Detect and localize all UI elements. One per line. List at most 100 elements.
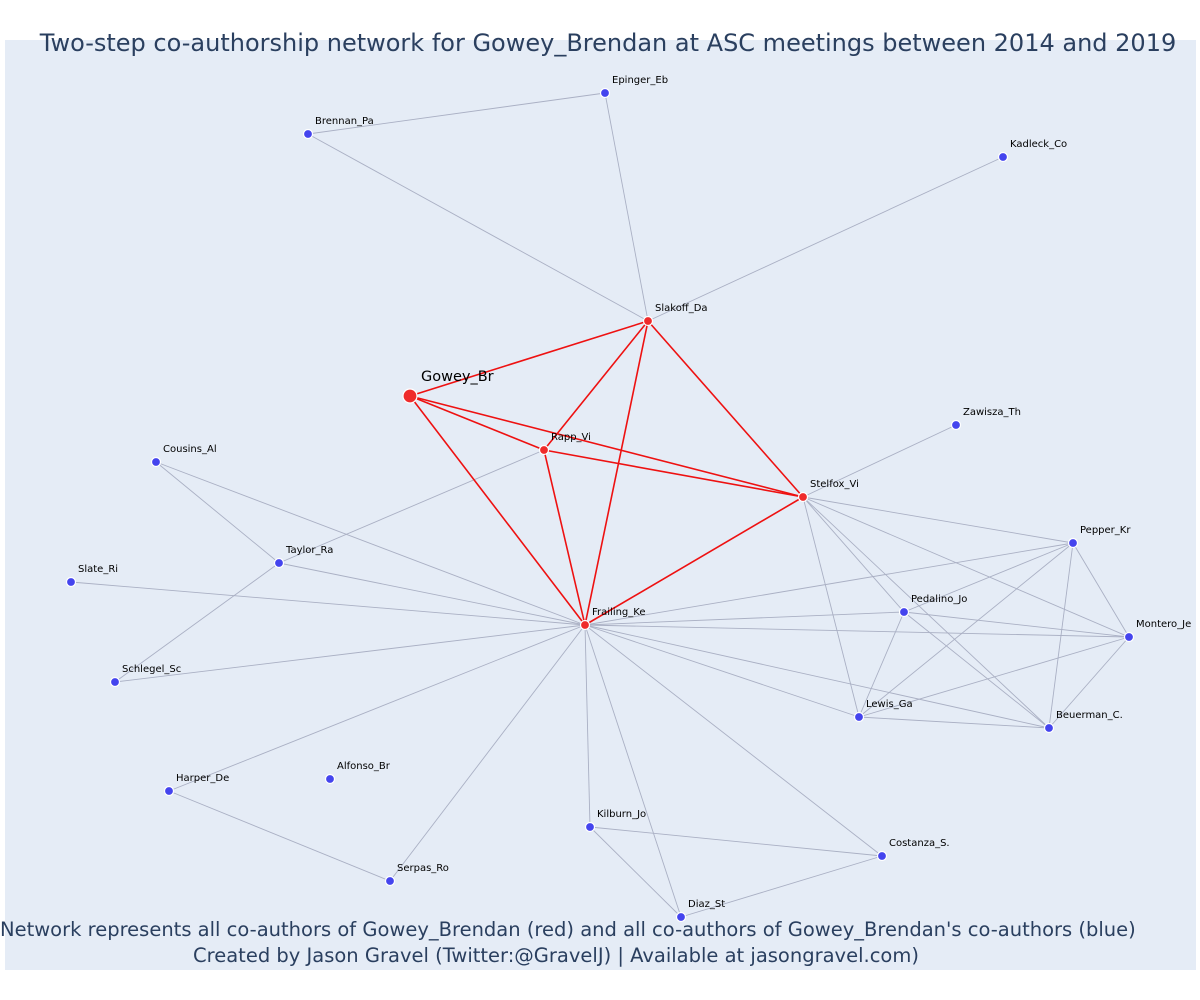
edge-slakoff-da-brennan-pa	[307, 133, 649, 322]
edge-slakoff-da-kadleck-co	[647, 156, 1004, 322]
node-kilburn-jo[interactable]	[584, 821, 596, 833]
edge-frailing-ke-kilburn-jo	[584, 624, 591, 828]
node-label-slakoff-da: Slakoff_Da	[655, 303, 708, 314]
edge-slakoff-da-epinger-eb	[604, 92, 649, 322]
node-epinger-eb[interactable]	[599, 87, 611, 99]
node-slate-ri[interactable]	[65, 576, 77, 588]
edge-stelfox-vi-lewis-ga	[802, 496, 860, 718]
edge-gowey-br-rapp-vi	[409, 395, 545, 451]
second-step-edges	[70, 92, 1130, 918]
node-costanza-s[interactable]	[876, 850, 888, 862]
edge-pedalino-jo-beuerman-c	[903, 611, 1050, 729]
node-montero-je[interactable]	[1123, 631, 1135, 643]
edge-kilburn-jo-costanza-s	[589, 826, 883, 857]
node-diaz-st[interactable]	[675, 911, 687, 923]
figure-title: Two-step co-authorship network for Gowey…	[39, 29, 1177, 57]
edge-stelfox-vi-montero-je	[802, 496, 1130, 638]
edge-frailing-ke-costanza-s	[584, 624, 883, 857]
node-zawisza-th[interactable]	[950, 419, 962, 431]
edge-montero-je-beuerman-c	[1048, 636, 1130, 729]
network-nodes	[65, 87, 1135, 923]
node-label-harper-de: Harper_De	[176, 773, 229, 784]
edge-stelfox-vi-pepper-kr	[802, 496, 1074, 544]
node-label-schlegel-sc: Schlegel_Sc	[122, 664, 181, 675]
node-label-stelfox-vi: Stelfox_Vi	[810, 479, 859, 490]
footer-legend-note: Network represents all co-authors of Gow…	[0, 918, 1136, 941]
edge-frailing-ke-montero-je	[584, 624, 1130, 638]
edge-slakoff-da-frailing-ke	[584, 320, 649, 626]
node-pedalino-jo[interactable]	[898, 606, 910, 618]
node-label-diaz-st: Diaz_St	[688, 899, 725, 910]
node-label-montero-je: Montero_Je	[1136, 619, 1191, 630]
edge-gowey-br-slakoff-da	[409, 320, 649, 397]
node-label-gowey-br: Gowey_Br	[421, 369, 494, 385]
edge-pepper-kr-pedalino-jo	[903, 542, 1074, 613]
node-label-kadleck-co: Kadleck_Co	[1010, 139, 1067, 150]
edge-gowey-br-stelfox-vi	[409, 395, 804, 498]
edge-frailing-ke-slate-ri	[70, 581, 586, 626]
edge-rapp-vi-stelfox-vi	[543, 449, 804, 498]
edge-frailing-ke-lewis-ga	[584, 624, 860, 718]
node-pepper-kr[interactable]	[1067, 537, 1079, 549]
coauthor-edges	[409, 320, 804, 626]
node-label-serpas-ro: Serpas_Ro	[397, 863, 449, 874]
node-cousins-al[interactable]	[150, 456, 162, 468]
edge-frailing-ke-pedalino-jo	[584, 611, 905, 626]
edge-stelfox-vi-frailing-ke	[584, 496, 804, 626]
edge-rapp-vi-taylor-ra	[278, 449, 545, 564]
edge-pepper-kr-montero-je	[1072, 542, 1130, 638]
node-label-lewis-ga: Lewis_Ga	[866, 699, 913, 710]
node-lewis-ga[interactable]	[853, 711, 865, 723]
node-label-epinger-eb: Epinger_Eb	[612, 75, 668, 86]
node-brennan-pa[interactable]	[302, 128, 314, 140]
node-label-taylor-ra: Taylor_Ra	[285, 545, 333, 556]
node-schlegel-sc[interactable]	[109, 676, 121, 688]
plot-area	[5, 40, 1196, 970]
edge-stelfox-vi-pedalino-jo	[802, 496, 905, 613]
node-label-kilburn-jo: Kilburn_Jo	[597, 809, 646, 820]
edge-lewis-ga-beuerman-c	[858, 716, 1050, 729]
node-frailing-ke[interactable]	[579, 619, 591, 631]
edge-pedalino-jo-montero-je	[903, 611, 1130, 638]
node-taylor-ra[interactable]	[273, 557, 285, 569]
node-slakoff-da[interactable]	[642, 315, 654, 327]
edge-pedalino-jo-lewis-ga	[858, 611, 905, 718]
footer-credit: Created by Jason Gravel (Twitter:@Gravel…	[193, 944, 919, 967]
edge-frailing-ke-schlegel-sc	[114, 624, 586, 683]
node-stelfox-vi[interactable]	[797, 491, 809, 503]
node-label-cousins-al: Cousins_Al	[163, 444, 217, 455]
node-label-slate-ri: Slate_Ri	[78, 564, 118, 575]
edge-stelfox-vi-beuerman-c	[802, 496, 1050, 729]
node-gowey-br[interactable]	[402, 388, 418, 404]
node-serpas-ro[interactable]	[384, 875, 396, 887]
node-label-pedalino-jo: Pedalino_Jo	[911, 594, 967, 605]
edge-montero-je-lewis-ga	[858, 636, 1130, 718]
node-label-beuerman-c: Beuerman_C.	[1056, 710, 1123, 721]
edge-pepper-kr-lewis-ga	[858, 542, 1074, 718]
node-label-frailing-ke: Frailing_Ke	[592, 607, 646, 618]
edge-pepper-kr-beuerman-c	[1048, 542, 1074, 729]
node-label-rapp-vi: Rapp_Vi	[551, 432, 591, 443]
edge-taylor-ra-schlegel-sc	[114, 562, 280, 683]
node-label-zawisza-th: Zawisza_Th	[963, 407, 1021, 418]
edge-cousins-al-taylor-ra	[155, 461, 280, 564]
edge-stelfox-vi-zawisza-th	[802, 424, 957, 498]
node-rapp-vi[interactable]	[538, 444, 550, 456]
node-kadleck-co[interactable]	[997, 151, 1009, 163]
node-beuerman-c[interactable]	[1043, 722, 1055, 734]
node-label-pepper-kr: Pepper_Kr	[1080, 525, 1131, 536]
edge-slakoff-da-rapp-vi	[543, 320, 649, 451]
node-alfonso-br[interactable]	[324, 773, 336, 785]
node-label-costanza-s: Costanza_S.	[889, 838, 950, 849]
node-harper-de[interactable]	[163, 785, 175, 797]
edge-gowey-br-frailing-ke	[409, 395, 586, 626]
edge-frailing-ke-diaz-st	[584, 624, 682, 918]
node-label-brennan-pa: Brennan_Pa	[315, 116, 374, 127]
node-labels: Gowey_Br Slakoff_Da Rapp_Vi Stelfox_Vi Frail…	[78, 75, 1191, 910]
edge-frailing-ke-serpas-ro	[389, 624, 586, 882]
edge-frailing-ke-pepper-kr	[584, 542, 1074, 626]
edge-slakoff-da-stelfox-vi	[647, 320, 804, 498]
edge-rapp-vi-frailing-ke	[543, 449, 586, 626]
